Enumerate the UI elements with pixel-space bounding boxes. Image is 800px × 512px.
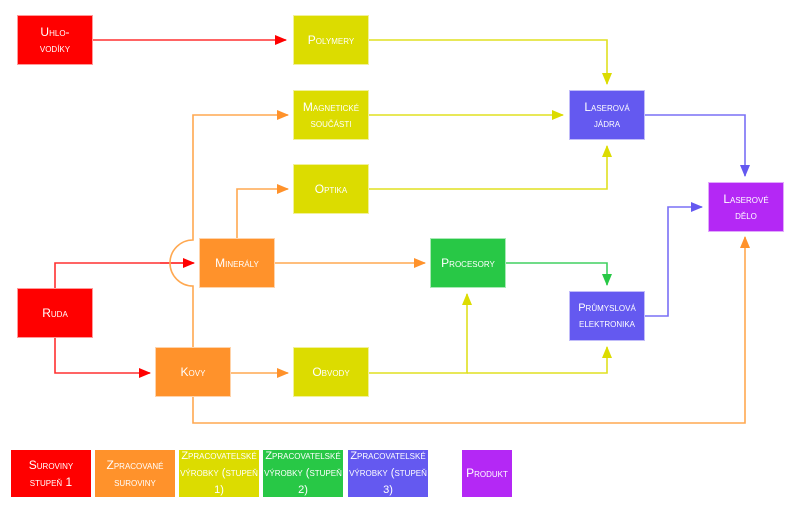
legend-label: Suroviny: [28, 457, 74, 472]
legend-label: suroviny: [114, 474, 156, 489]
legend-label: výrobky (stupeň 3): [349, 467, 427, 496]
arrow-obvody-procesory: [369, 293, 472, 374]
legend-item-vyrobky-2: Zpracovatelské výrobky (stupeň 2): [263, 450, 343, 497]
arrow-laserova-jadra-delo: [645, 114, 750, 177]
arrow-obvody-prumyslova: [467, 346, 612, 374]
node-procesory: Procesory: [430, 238, 506, 288]
node-label: Laserová: [584, 100, 630, 114]
node-label: elektronika: [578, 318, 635, 330]
node-label: Magnetické: [302, 100, 360, 114]
node-polymery: Polymery: [293, 15, 369, 65]
arrow-kovy-magneticke: [169, 110, 289, 347]
node-label: Obvody: [312, 365, 350, 379]
legend-label: Zpracovatelské: [350, 450, 426, 462]
arrow-mineraly-optika: [236, 184, 289, 238]
node-label: Polymery: [307, 33, 355, 47]
node-ruda: Ruda: [17, 288, 93, 338]
node-label: Uhlo-: [40, 25, 70, 39]
node-label: vodíky: [39, 41, 71, 55]
legend-label: Zpracované: [106, 457, 164, 472]
arrow-polymery-laserova-jadra: [369, 39, 612, 85]
legend-label: Zpracovatelské: [265, 450, 341, 462]
node-label: jádra: [593, 116, 621, 130]
legend-item-zpracovane-suroviny: Zpracované suroviny: [95, 450, 175, 497]
node-label: Laserové: [723, 192, 769, 206]
node-laserove-delo: Laserové dělo: [708, 182, 784, 232]
node-label: Procesory: [441, 256, 495, 270]
node-optika: Optika: [293, 164, 369, 214]
node-label: součásti: [310, 116, 352, 130]
arrow-prumyslova-delo: [645, 202, 703, 317]
node-prumyslova-elektronika: Průmyslová elektronika: [569, 291, 645, 341]
node-kovy: Kovy: [155, 347, 231, 397]
node-laserova-jadra: Laserová jádra: [569, 90, 645, 140]
node-label: Průmyslová: [578, 302, 636, 314]
node-label: Optika: [314, 182, 348, 196]
arrow-ruda-kovy: [54, 338, 151, 378]
legend-label: Produkt: [466, 466, 508, 480]
legend-label: Zpracovatelské: [181, 450, 257, 462]
node-uhlovodiky: Uhlo-vodíky: [17, 15, 93, 65]
legend-label: výrobky (stupeň 1): [180, 467, 258, 496]
legend-item-suroviny-1: Suroviny stupeň 1: [11, 450, 91, 497]
arrow-optika-laserova-jadra: [369, 145, 612, 190]
legend-label: stupeň 1: [29, 474, 73, 489]
legend-label: výrobky (stupeň 2): [264, 467, 342, 496]
legend-item-vyrobky-1: Zpracovatelské výrobky (stupeň 1): [179, 450, 259, 497]
legend-item-produkt: Produkt: [462, 450, 512, 497]
node-magneticke-soucasti: Magnetické součásti: [293, 90, 369, 140]
arrow-ruda-mineraly: [54, 262, 193, 288]
node-mineraly: Minerály: [199, 238, 275, 288]
arrow-kovy-laserove-delo: [192, 236, 750, 424]
node-label: Kovy: [180, 365, 206, 379]
node-obvody: Obvody: [293, 347, 369, 397]
node-label: Ruda: [42, 306, 68, 320]
legend-item-vyrobky-3: Zpracovatelské výrobky (stupeň 3): [348, 450, 428, 497]
arrow-procesory-prumyslova: [506, 262, 612, 286]
node-label: Minerály: [215, 256, 259, 270]
node-label: dělo: [735, 208, 757, 222]
